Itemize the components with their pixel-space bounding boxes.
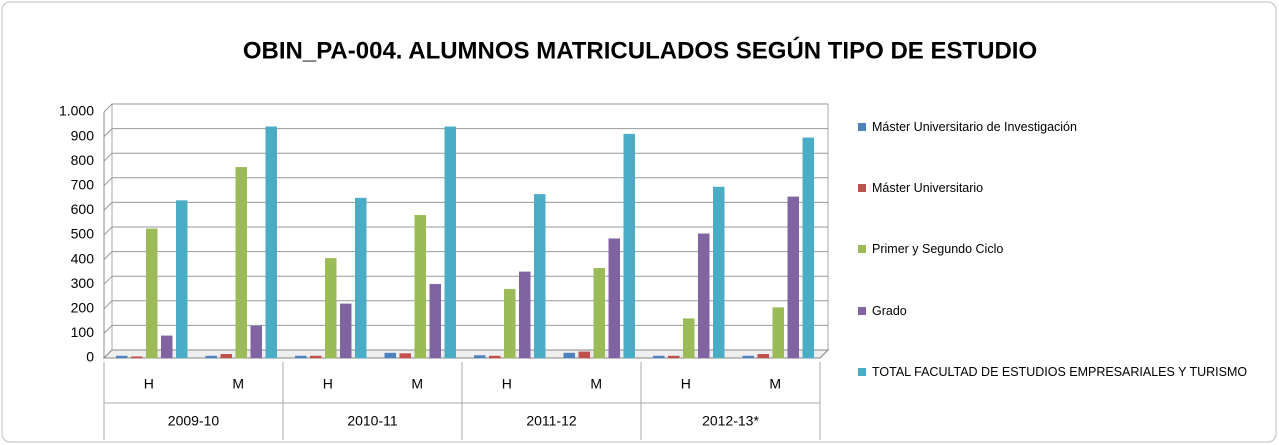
bar xyxy=(250,325,262,359)
y-tick-label: 1.000 xyxy=(59,103,94,119)
bar xyxy=(593,267,605,359)
group-label: 2011-12 xyxy=(526,413,577,429)
x-tick-label: M xyxy=(769,376,781,392)
bar xyxy=(757,354,769,359)
bar xyxy=(414,215,426,359)
legend-item: TOTAL FACULTAD DE ESTUDIOS EMPRESARIALES… xyxy=(858,364,1273,381)
bar xyxy=(325,258,337,359)
grid-line xyxy=(103,152,828,162)
bar xyxy=(668,355,680,359)
y-tick-label: 200 xyxy=(71,300,95,316)
bar xyxy=(608,238,620,359)
x-tick-label: H xyxy=(681,376,691,392)
grid-line xyxy=(103,201,828,211)
legend-label: Primer y Segundo Ciclo xyxy=(872,242,1004,256)
x-tick-label: M xyxy=(590,376,602,392)
grid-line xyxy=(103,177,828,187)
bar xyxy=(429,283,441,359)
x-tick-label: M xyxy=(232,376,244,392)
bar xyxy=(340,303,352,359)
bar xyxy=(742,355,754,359)
legend-swatch xyxy=(858,307,866,315)
grid-line xyxy=(103,251,828,260)
grid-line xyxy=(103,275,828,285)
legend-label: Grado xyxy=(872,304,907,318)
grid-line xyxy=(103,300,828,310)
bar xyxy=(683,318,695,359)
group-label: 2010-11 xyxy=(347,413,398,429)
grid-line xyxy=(103,128,828,137)
legend-item: Máster Universitario de Investigación xyxy=(858,119,1273,136)
y-tick-label: 600 xyxy=(71,201,95,217)
legend-swatch xyxy=(858,368,866,376)
grid-line xyxy=(103,324,828,334)
bar xyxy=(623,133,635,359)
bar xyxy=(116,355,128,359)
y-tick-label: 900 xyxy=(71,127,95,143)
legend-label: Máster Universitario de Investigación xyxy=(872,120,1077,134)
bar xyxy=(519,271,531,359)
bar xyxy=(205,355,217,359)
bar xyxy=(489,355,501,359)
legend-swatch xyxy=(858,184,866,192)
group-label: 2009-10 xyxy=(168,413,220,429)
x-tick-label: M xyxy=(411,376,423,392)
bar xyxy=(534,194,546,359)
bar xyxy=(713,186,725,359)
legend-swatch xyxy=(858,123,866,131)
bar xyxy=(653,355,665,359)
bar xyxy=(265,126,277,359)
bar xyxy=(399,353,411,359)
bar xyxy=(355,197,367,359)
bar xyxy=(698,233,710,359)
y-tick-label: 300 xyxy=(71,275,95,291)
bar xyxy=(563,352,575,359)
bar xyxy=(444,126,456,359)
legend-label: Máster Universitario xyxy=(872,181,984,195)
grid-line xyxy=(103,103,828,113)
bar xyxy=(578,351,590,359)
bar xyxy=(235,167,247,359)
bar xyxy=(772,307,784,359)
bar xyxy=(161,335,173,359)
bar xyxy=(802,137,814,359)
bar xyxy=(131,356,143,359)
chart-title: OBIN_PA-004. ALUMNOS MATRICULADOS SEGÚN … xyxy=(243,36,1037,64)
bar xyxy=(310,355,322,359)
x-tick-label: H xyxy=(144,376,154,392)
legend-item: Primer y Segundo Ciclo xyxy=(858,241,1273,258)
bar xyxy=(295,355,307,359)
bar xyxy=(146,228,158,359)
bar xyxy=(384,352,396,359)
legend-item: Máster Universitario xyxy=(858,180,1273,197)
bar xyxy=(504,288,516,359)
y-tick-label: 700 xyxy=(71,177,95,193)
bar xyxy=(787,196,799,359)
grid-line xyxy=(103,226,828,236)
y-tick-label: 100 xyxy=(71,324,95,340)
x-tick-label: H xyxy=(323,376,333,392)
x-tick-label: H xyxy=(502,376,512,392)
legend-label: TOTAL FACULTAD DE ESTUDIOS EMPRESARIALES… xyxy=(872,365,1248,379)
legend-swatch xyxy=(858,245,866,253)
y-tick-label: 0 xyxy=(86,349,94,365)
y-tick-label: 500 xyxy=(71,226,95,242)
bar xyxy=(474,355,486,359)
bar xyxy=(220,354,232,359)
y-tick-label: 400 xyxy=(71,250,95,266)
legend-item: Grado xyxy=(858,303,1273,320)
group-label: 2012-13* xyxy=(702,413,759,429)
bar xyxy=(176,200,188,359)
y-tick-label: 800 xyxy=(71,152,95,168)
